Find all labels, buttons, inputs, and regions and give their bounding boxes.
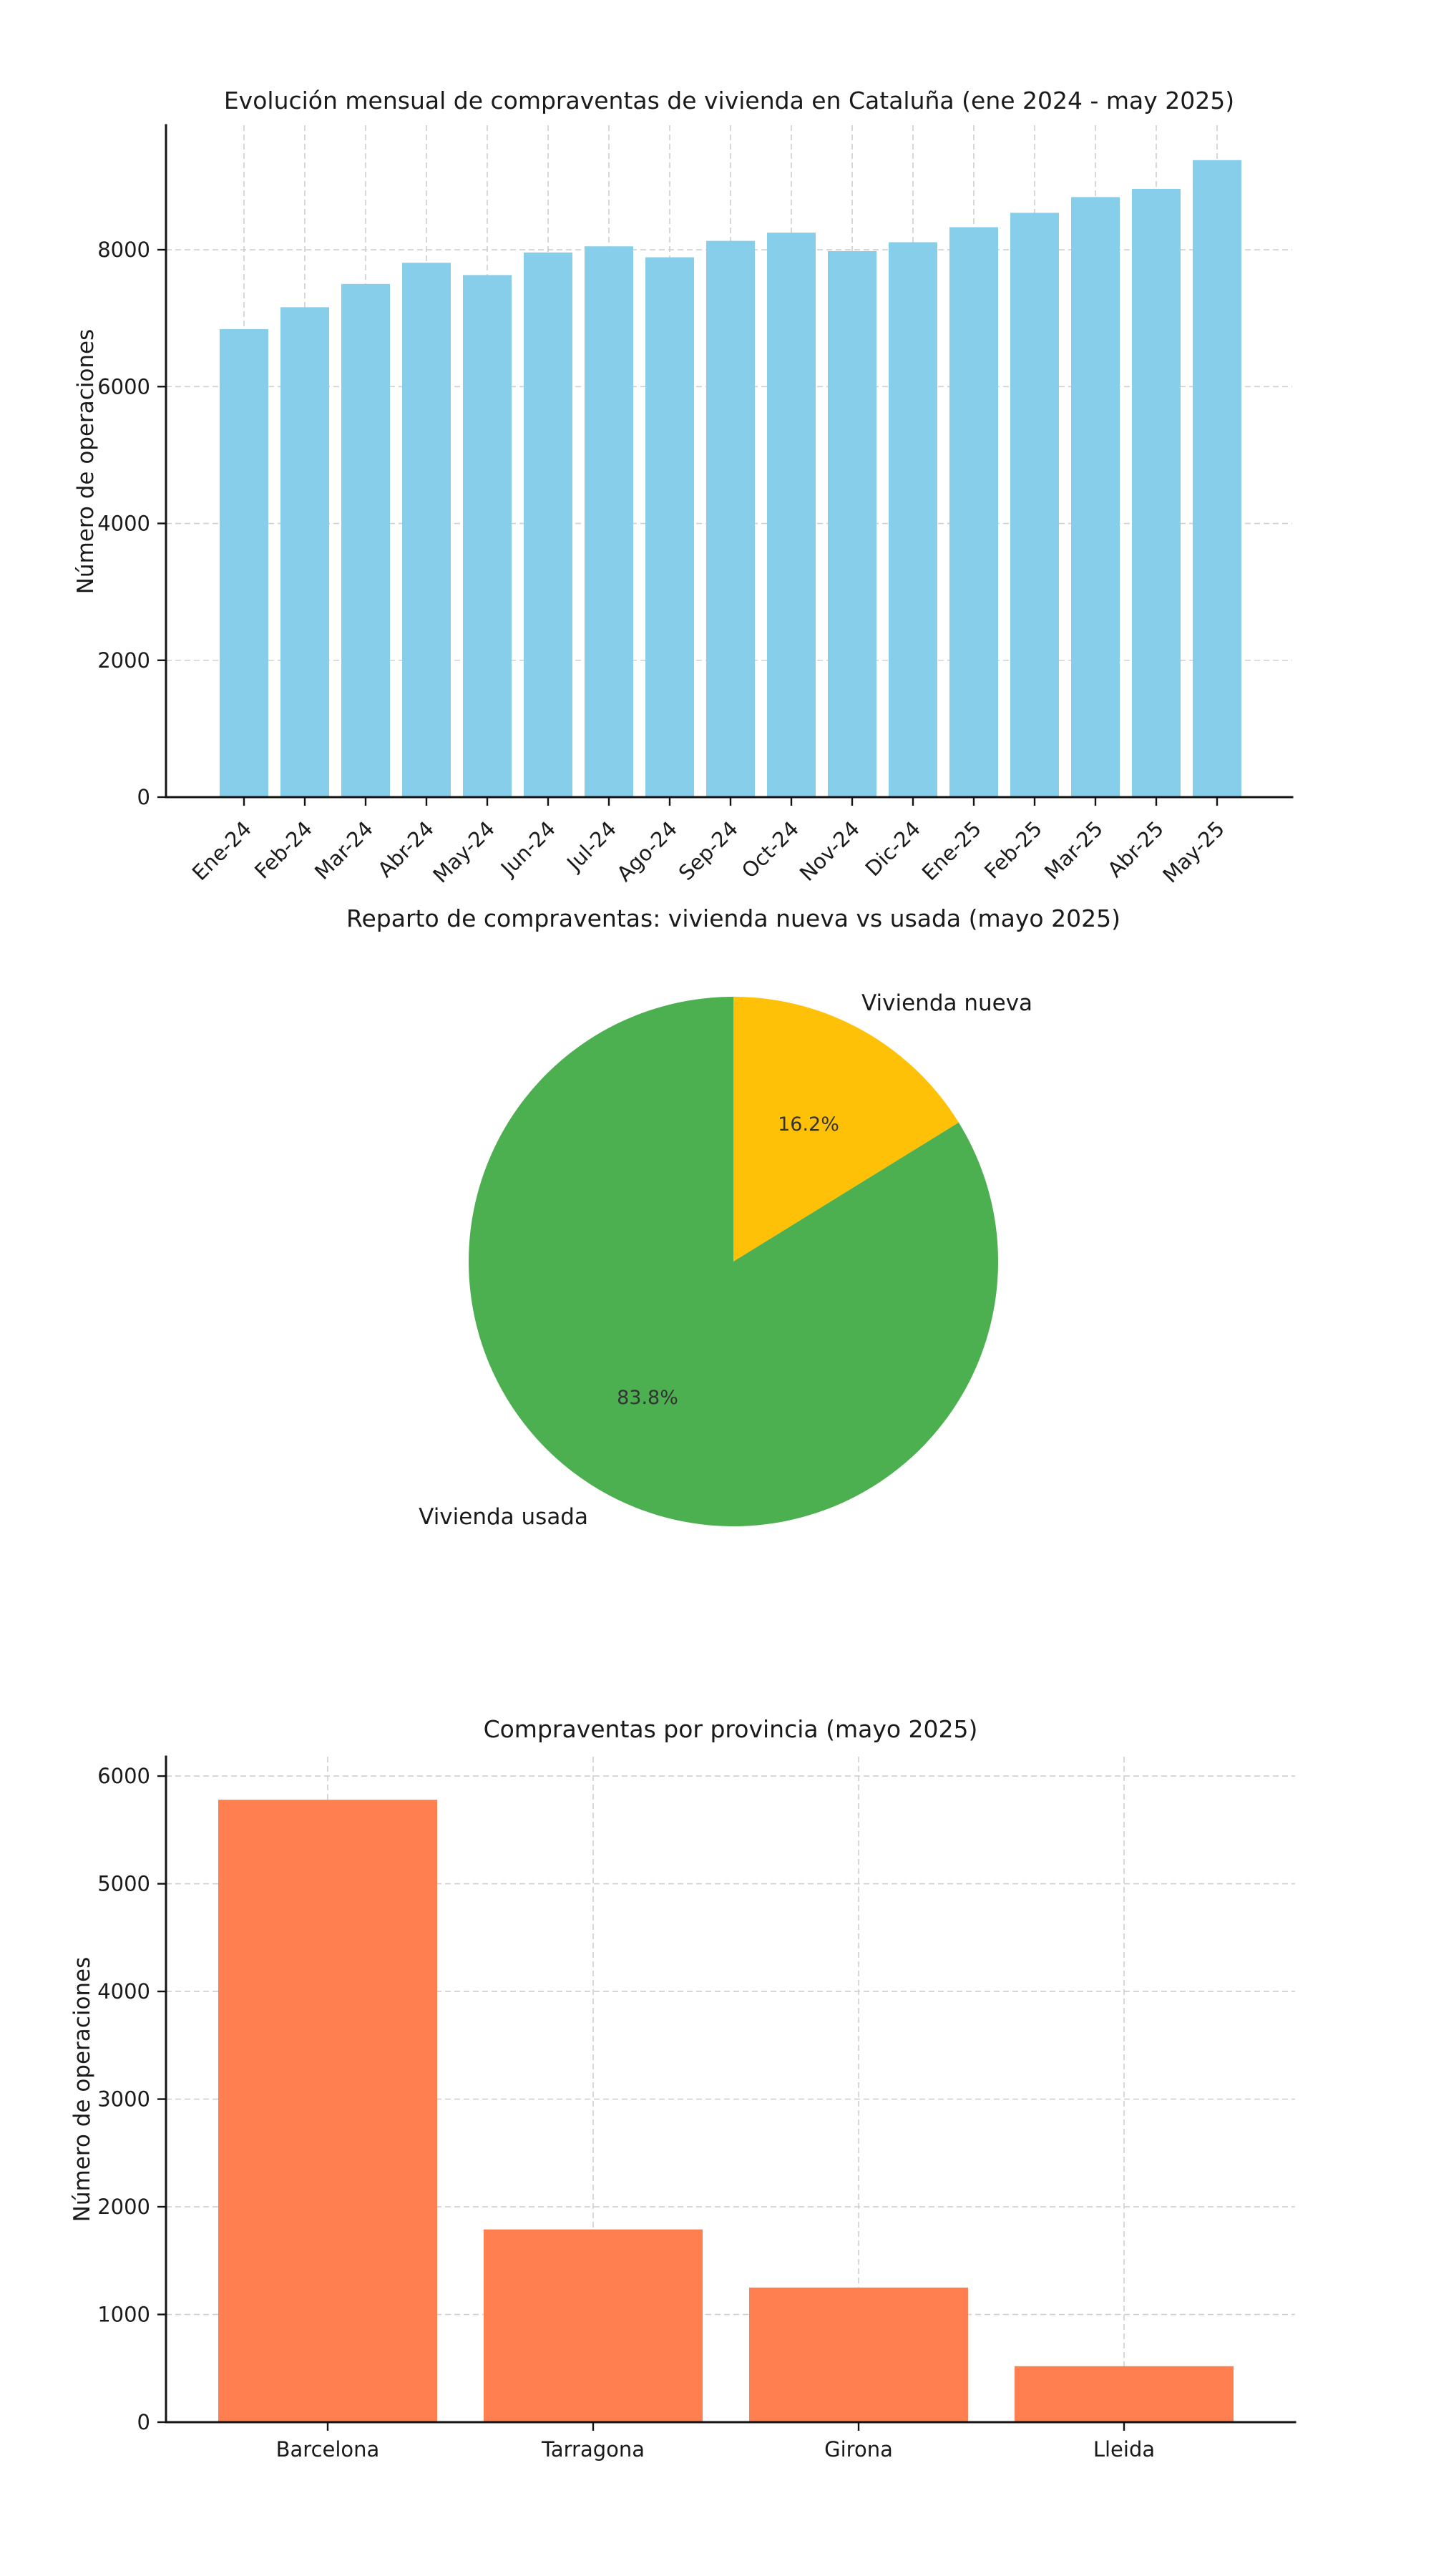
x-tick-label: Girona (824, 2437, 893, 2462)
bar-Abr-24 (402, 263, 451, 797)
x-tick-label: Tarragona (541, 2437, 645, 2462)
bar-Ago-24 (645, 257, 694, 797)
y-axis-label-provinces: Número de operaciones (69, 1957, 95, 2223)
bar-Lleida (1015, 2366, 1234, 2422)
x-tick-label: Barcelona (276, 2437, 380, 2462)
y-tick-label: 0 (137, 785, 150, 809)
y-tick-label: 0 (137, 2410, 150, 2434)
bar-Abr-25 (1132, 188, 1181, 797)
bar-Mar-24 (341, 283, 390, 797)
pie-slice-Vivienda usada (469, 997, 999, 1526)
chart-title-provinces: Compraventas por provincia (mayo 2025) (484, 1715, 978, 1743)
x-tick-label: Feb-24 (250, 816, 317, 884)
y-tick-label: 4000 (97, 1979, 150, 2004)
x-tick-label: Nov-24 (795, 816, 864, 886)
bar-Nov-24 (828, 250, 876, 797)
bar-chart-monthly-evolution: 02000400060008000Ene-24Feb-24Mar-24Abr-2… (97, 124, 1294, 888)
y-tick-label: 6000 (97, 1764, 150, 1788)
y-tick-label: 2000 (97, 648, 150, 673)
bar-Dic-24 (889, 242, 937, 797)
pie-label-vivienda-nueva: Vivienda nueva (861, 990, 1032, 1016)
y-tick-label: 1000 (97, 2303, 150, 2327)
x-tick-label: Mar-25 (1040, 816, 1108, 884)
x-tick-label: Ago-24 (612, 816, 682, 887)
x-tick-label: Jul-24 (561, 816, 621, 877)
x-tick-label: Feb-25 (980, 816, 1047, 884)
y-tick-label: 2000 (97, 2195, 150, 2219)
bar-Tarragona (484, 2229, 703, 2422)
x-tick-label: May-24 (428, 816, 499, 888)
bar-Feb-25 (1010, 213, 1059, 797)
y-tick-label: 8000 (97, 238, 150, 262)
pie-pct-vivienda-nueva: 16.2% (778, 1113, 839, 1136)
y-tick-label: 4000 (97, 512, 150, 536)
x-tick-label: Dic-24 (861, 816, 925, 881)
x-tick-label: Abr-24 (373, 816, 439, 882)
pie-label-vivienda-usada: Vivienda usada (419, 1504, 588, 1530)
bar-Barcelona (218, 1800, 437, 2422)
x-tick-label: Ene-25 (917, 816, 986, 885)
x-tick-label: Abr-25 (1103, 816, 1168, 882)
y-tick-label: 6000 (97, 374, 150, 399)
bar-Mar-25 (1071, 197, 1120, 798)
pie-chart-new-vs-used (469, 997, 999, 1526)
x-tick-label: Jun-24 (495, 816, 560, 882)
bar-Jul-24 (585, 246, 633, 797)
x-tick-label: Lleida (1093, 2437, 1155, 2462)
bar-Sep-24 (706, 240, 755, 797)
x-tick-label: May-25 (1158, 816, 1229, 888)
bar-chart-provinces: 0 1000 2000 3000 4000 5000 6000 Barcelona Tarrag… (97, 1755, 1296, 2462)
pie-slice-Vivienda nueva (733, 997, 959, 1262)
bar-May-24 (463, 275, 512, 797)
y-axis-label-monthly: Número de operaciones (73, 329, 99, 595)
bar-Jun-24 (524, 252, 572, 797)
chart-title-pie: Reparto de compraventas: vivienda nueva … (346, 904, 1120, 932)
bar-Girona (749, 2287, 968, 2422)
pie-pct-vivienda-usada: 83.8% (617, 1387, 678, 1409)
bar-Ene-24 (220, 328, 268, 797)
x-tick-label: Sep-24 (674, 816, 743, 885)
x-tick-label: Oct-24 (737, 816, 804, 883)
bar-Feb-24 (280, 307, 329, 797)
y-tick-label: 3000 (97, 2087, 150, 2112)
bar-May-25 (1193, 160, 1241, 798)
x-tick-label: Ene-24 (187, 816, 256, 885)
bar-Ene-25 (949, 227, 998, 797)
y-tick-label: 5000 (97, 1872, 150, 1896)
chart-title-monthly: Evolución mensual de compraventas de viv… (224, 87, 1234, 114)
bar-Oct-24 (767, 233, 816, 797)
x-tick-label: Mar-24 (310, 816, 378, 884)
